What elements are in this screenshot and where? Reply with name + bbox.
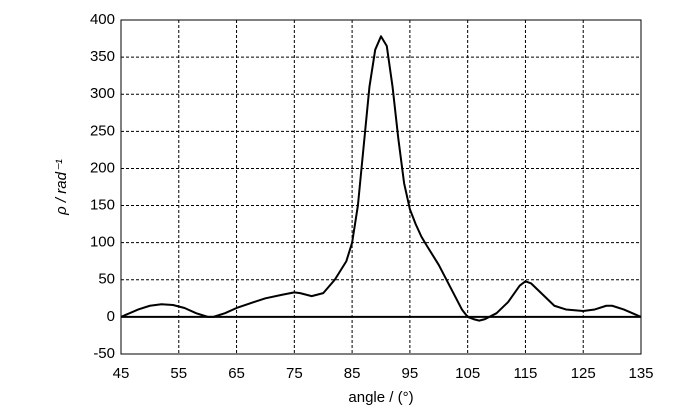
x-tick-label: 125 [571, 365, 596, 382]
y-tick-label: 0 [107, 308, 115, 325]
y-tick-label: 200 [90, 159, 115, 176]
x-tick-label: 115 [513, 365, 537, 382]
x-tick-label: 55 [170, 365, 187, 382]
plot-frame [120, 19, 642, 355]
y-tick-label: 400 [90, 11, 115, 28]
x-tick-label: 135 [628, 365, 653, 382]
y-tick-label: 50 [98, 271, 115, 288]
x-tick-label: 105 [455, 365, 480, 382]
x-tick-label: 75 [286, 365, 303, 382]
y-tick-label: 250 [90, 122, 115, 139]
y-tick-label: 300 [90, 85, 115, 102]
x-tick-label: 85 [344, 365, 361, 382]
y-tick-label: 100 [90, 234, 115, 251]
data-line [120, 35, 642, 322]
x-tick-label: 45 [113, 365, 130, 382]
y-tick-label: 150 [90, 197, 115, 214]
x-tick-label: 95 [402, 365, 419, 382]
y-tick-label: -50 [93, 345, 115, 362]
y-tick-label: 350 [90, 48, 115, 65]
x-tick-label: 65 [228, 365, 245, 382]
x-axis-label: angle / (°) [348, 389, 413, 406]
y-axis-label: ρ / rad⁻¹ [53, 159, 70, 216]
